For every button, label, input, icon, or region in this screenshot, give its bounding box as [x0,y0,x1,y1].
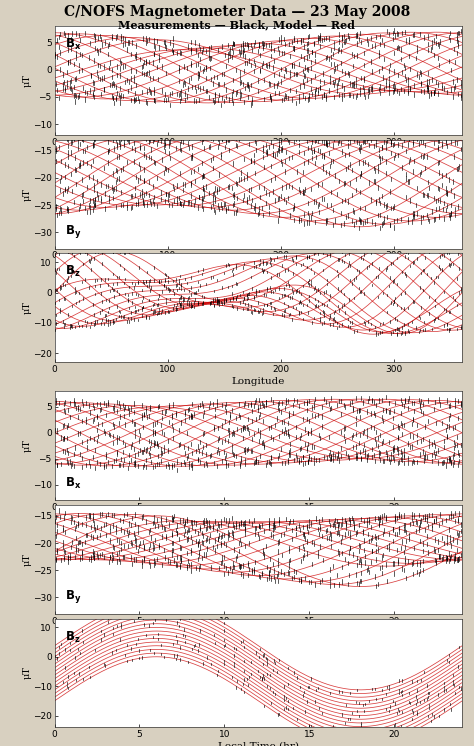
X-axis label: Local Time (hr): Local Time (hr) [218,742,299,746]
Text: $\mathbf{B_z}$: $\mathbf{B_z}$ [64,630,80,645]
Y-axis label: μT: μT [22,439,31,452]
X-axis label: Local Time (hr): Local Time (hr) [218,628,299,637]
Text: $\mathbf{B_y}$: $\mathbf{B_y}$ [64,223,81,239]
Text: $\mathbf{B_x}$: $\mathbf{B_x}$ [64,37,81,52]
Text: C/NOFS Magnetometer Data — 23 May 2008: C/NOFS Magnetometer Data — 23 May 2008 [64,5,410,19]
Y-axis label: μT: μT [22,666,31,680]
Y-axis label: μT: μT [22,553,31,565]
X-axis label: Local Time (hr): Local Time (hr) [218,515,299,524]
Text: $\mathbf{B_y}$: $\mathbf{B_y}$ [64,588,81,605]
Text: Measurements — Black, Model — Red: Measurements — Black, Model — Red [118,19,356,31]
X-axis label: Longitude: Longitude [232,263,285,272]
X-axis label: Longitude: Longitude [232,377,285,386]
Y-axis label: μT: μT [22,301,31,314]
Y-axis label: μT: μT [22,74,31,87]
X-axis label: Longitude: Longitude [232,149,285,158]
Text: $\mathbf{B_x}$: $\mathbf{B_x}$ [64,477,81,492]
Text: $\mathbf{B_z}$: $\mathbf{B_z}$ [64,264,80,279]
Y-axis label: μT: μT [22,188,31,201]
